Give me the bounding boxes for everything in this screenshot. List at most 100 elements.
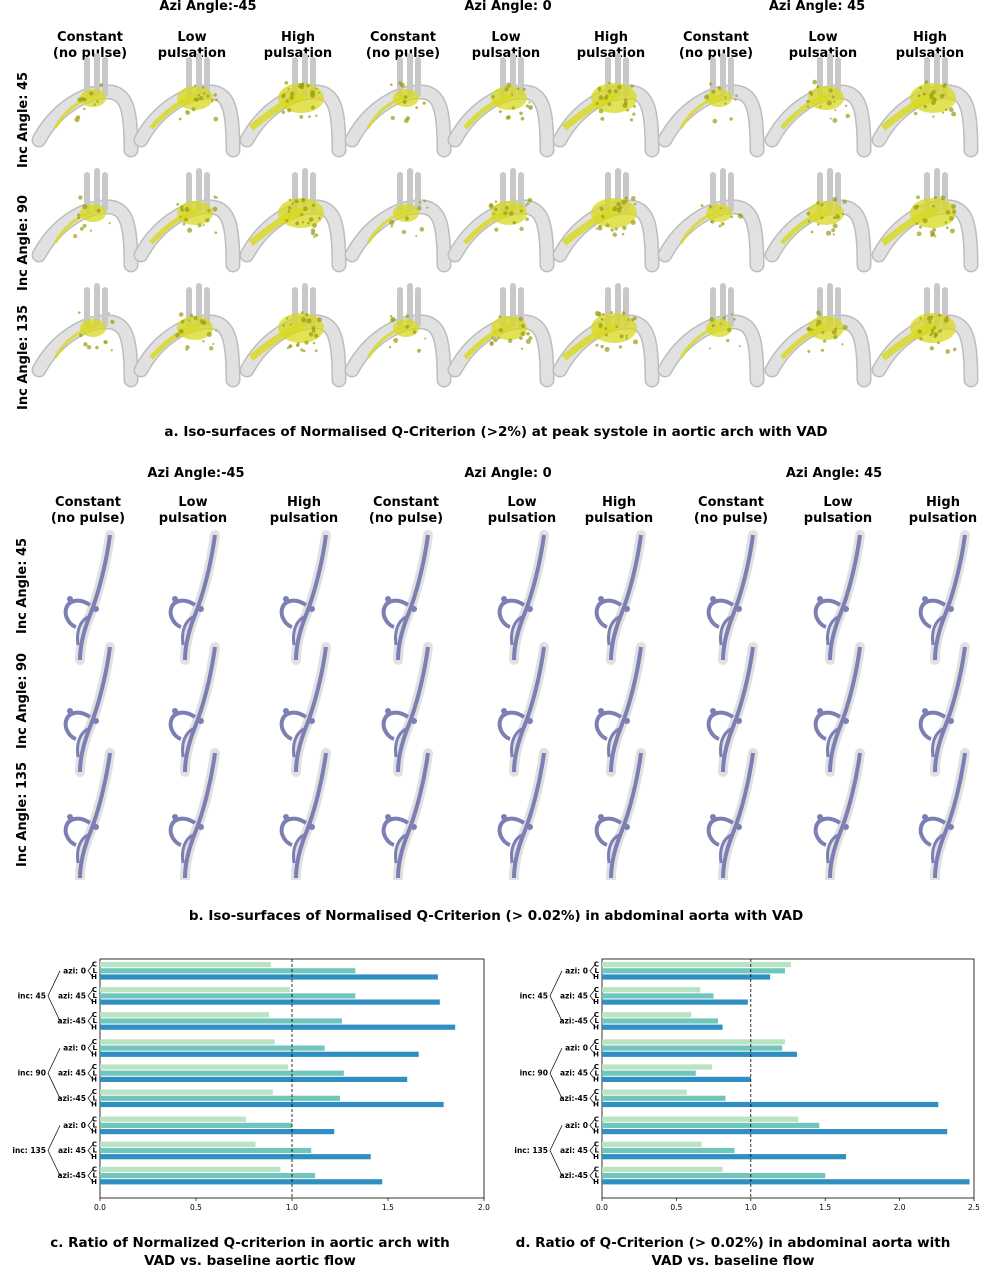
chart-d-subgroup-label: azi:-45 bbox=[559, 1094, 588, 1103]
chart-d-bar bbox=[602, 974, 771, 980]
column-header-line1: Low bbox=[823, 495, 853, 510]
chart-c-bar bbox=[100, 1166, 281, 1172]
chart-d-x-tick-label: 2.5 bbox=[968, 1203, 980, 1212]
chart-c-bar-label: C bbox=[92, 1140, 97, 1148]
chart-c-bar-label: H bbox=[91, 1153, 97, 1161]
chart-c-bar-label: L bbox=[93, 1172, 98, 1180]
chart-c-bar-label: H bbox=[91, 1178, 97, 1186]
chart-d-subgroup-bracket bbox=[589, 1066, 596, 1080]
chart-c-bar bbox=[100, 1018, 342, 1024]
chart-c-bar bbox=[100, 1122, 292, 1128]
column-header-line2: (no pulse) bbox=[678, 46, 754, 61]
abdominal-aorta-render bbox=[706, 530, 758, 665]
chart-d-bar bbox=[602, 1129, 948, 1135]
aortic-arch-render bbox=[552, 53, 660, 158]
chart-d-group-label: inc: 135 bbox=[514, 1146, 548, 1155]
chart-d-x-tick-label: 2.0 bbox=[894, 1203, 906, 1212]
chart-d-bar-label: L bbox=[595, 992, 600, 1000]
abdominal-aorta-render bbox=[706, 642, 758, 777]
panel-b-column-header: Low pulsation bbox=[472, 495, 572, 527]
chart-c-subgroup-bracket bbox=[87, 1014, 94, 1028]
aortic-arch-render bbox=[133, 53, 241, 158]
chart-c-bar-label: C bbox=[92, 961, 97, 969]
panel-b-column-header: Low pulsation bbox=[143, 495, 243, 527]
chart-d-bar bbox=[602, 1179, 970, 1185]
chart-d-subgroup-label: azi:-45 bbox=[559, 1171, 588, 1180]
chart-d-group-label: inc: 90 bbox=[520, 1069, 548, 1078]
chart-c-subgroup-bracket bbox=[87, 1118, 94, 1132]
chart-c-bar-label: H bbox=[91, 1101, 97, 1109]
chart-c-group-bracket bbox=[47, 1047, 61, 1099]
chart-c-subgroup-bracket bbox=[87, 964, 94, 978]
chart-c-bar-label: L bbox=[93, 1147, 98, 1155]
chart-c-subgroup-label: azi: 0 bbox=[63, 1121, 86, 1130]
abdominal-aorta-render bbox=[497, 530, 549, 665]
column-header-line1: Constant bbox=[370, 30, 436, 45]
column-header-line1: Low bbox=[178, 495, 208, 510]
chart-c-bar bbox=[100, 1064, 289, 1070]
chart-d-bar-label: C bbox=[594, 1140, 599, 1148]
aortic-arch-render bbox=[133, 168, 241, 273]
panel-b-column-header: Constant (no pulse) bbox=[38, 495, 138, 527]
chart-c-bar bbox=[100, 1089, 273, 1095]
column-header-line1: Constant bbox=[698, 495, 764, 510]
chart-c-bar-label: C bbox=[92, 1088, 97, 1096]
chart-d-bar bbox=[602, 1070, 696, 1076]
chart-c-bar bbox=[100, 993, 356, 999]
chart-d-x-tick-label: 1.5 bbox=[819, 1203, 831, 1212]
chart-d-bar bbox=[602, 1024, 723, 1030]
abdominal-aorta-render bbox=[168, 530, 220, 665]
column-header-line2: (no pulse) bbox=[52, 46, 128, 61]
chart-d-bar-label: H bbox=[593, 1153, 599, 1161]
column-header-line1: High bbox=[287, 495, 321, 510]
chart-c-bar-label: H bbox=[91, 1050, 97, 1058]
column-header-line2: pulsation bbox=[803, 511, 873, 526]
panel-a-azi-header: Azi Angle: 0 bbox=[464, 0, 552, 14]
aortic-arch-render bbox=[344, 168, 452, 273]
column-header-line1: Low bbox=[177, 30, 207, 45]
chart-c-subgroup-label: azi: 0 bbox=[63, 1044, 86, 1053]
abdominal-aorta-render bbox=[918, 530, 970, 665]
column-header-line2: pulsation bbox=[158, 511, 228, 526]
chart-c-bar-label: C bbox=[92, 1166, 97, 1174]
chart-c-bar-label: C bbox=[92, 1011, 97, 1019]
column-header-line2: (no pulse) bbox=[368, 511, 444, 526]
chart-d-group-label: inc: 45 bbox=[520, 991, 548, 1000]
column-header-line2: (no pulse) bbox=[693, 511, 769, 526]
column-header-line2: (no pulse) bbox=[50, 511, 126, 526]
chart-d-bar bbox=[602, 962, 791, 968]
column-header-line1: Low bbox=[491, 30, 521, 45]
abdominal-aorta-render bbox=[381, 642, 433, 777]
abdominal-aorta-render bbox=[63, 642, 115, 777]
chart-d-x-tick-label: 0.0 bbox=[596, 1203, 608, 1212]
panel-d-caption-line1: d. Ratio of Q-Criterion (> 0.02%) in abd… bbox=[515, 1235, 951, 1251]
chart-d-x-tick-label: 1.0 bbox=[745, 1203, 757, 1212]
chart-c-subgroup-bracket bbox=[87, 1144, 94, 1157]
chart-d-bar-label: H bbox=[593, 1128, 599, 1136]
column-header-line2: pulsation bbox=[576, 46, 646, 61]
chart-c-bar-label: L bbox=[93, 1044, 98, 1052]
column-header-line2: (no pulse) bbox=[365, 46, 441, 61]
chart-d-subgroup-bracket bbox=[589, 1144, 596, 1157]
chart-d-bar-label: C bbox=[594, 1063, 599, 1071]
chart-d-bar bbox=[602, 1045, 783, 1051]
aortic-arch-render bbox=[764, 53, 872, 158]
panel-a-column-header: Low pulsation bbox=[773, 30, 873, 62]
aortic-arch-render bbox=[871, 168, 979, 273]
panel-a-azi-header: Azi Angle: 45 bbox=[768, 0, 866, 14]
chart-d-subgroup-bracket bbox=[589, 1091, 596, 1105]
aortic-arch-render bbox=[239, 53, 347, 158]
chart-d-bar-label: L bbox=[595, 1147, 600, 1155]
chart-c-bar-label: L bbox=[93, 967, 98, 975]
chart-c-bar-label: H bbox=[91, 998, 97, 1006]
abdominal-aorta-render bbox=[918, 748, 970, 880]
chart-d-subgroup-label: azi: 0 bbox=[565, 966, 588, 975]
chart-c-subgroup-label: azi: 45 bbox=[58, 991, 86, 1000]
abdominal-aorta-render bbox=[813, 748, 865, 880]
abdominal-aorta-render bbox=[706, 748, 758, 880]
column-header-line2: pulsation bbox=[263, 46, 333, 61]
aortic-arch-render bbox=[447, 283, 555, 388]
chart-d-subgroup-label: azi:-45 bbox=[559, 1017, 588, 1026]
aortic-arch-render bbox=[31, 53, 139, 158]
chart-d-bar bbox=[602, 1173, 826, 1179]
